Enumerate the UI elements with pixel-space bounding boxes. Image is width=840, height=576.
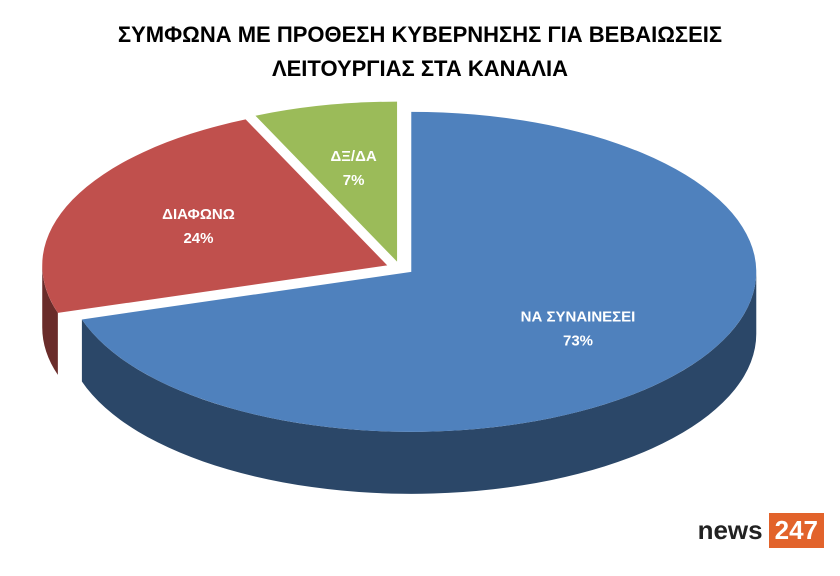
- slice-side: [81, 271, 757, 494]
- slice: [81, 111, 757, 432]
- slice-label: ΝΑ ΣΥΝΑΙΝΕΣΕΙ: [521, 309, 636, 326]
- logo: news 247: [698, 513, 824, 548]
- slice: [255, 101, 398, 262]
- chart-title: ΣΥΜΦΩΝΑ ΜΕ ΠΡΟΘΕΣΗ ΚΥΒΕΡΝΗΣΗΣ ΓΙΑ ΒΕΒΑΙΩ…: [117, 22, 723, 81]
- logo-badge: 247: [768, 513, 824, 548]
- value-label: 73%: [563, 333, 593, 350]
- slice-label: ΔΙΑΦΩΝΩ: [162, 206, 235, 223]
- slice-side: [42, 265, 58, 375]
- slice: [42, 119, 388, 313]
- value-label: 24%: [183, 230, 213, 247]
- logo-text: news: [697, 515, 763, 545]
- slice-label: ΔΞ/ΔΑ: [331, 148, 377, 165]
- value-label: 7%: [343, 172, 365, 189]
